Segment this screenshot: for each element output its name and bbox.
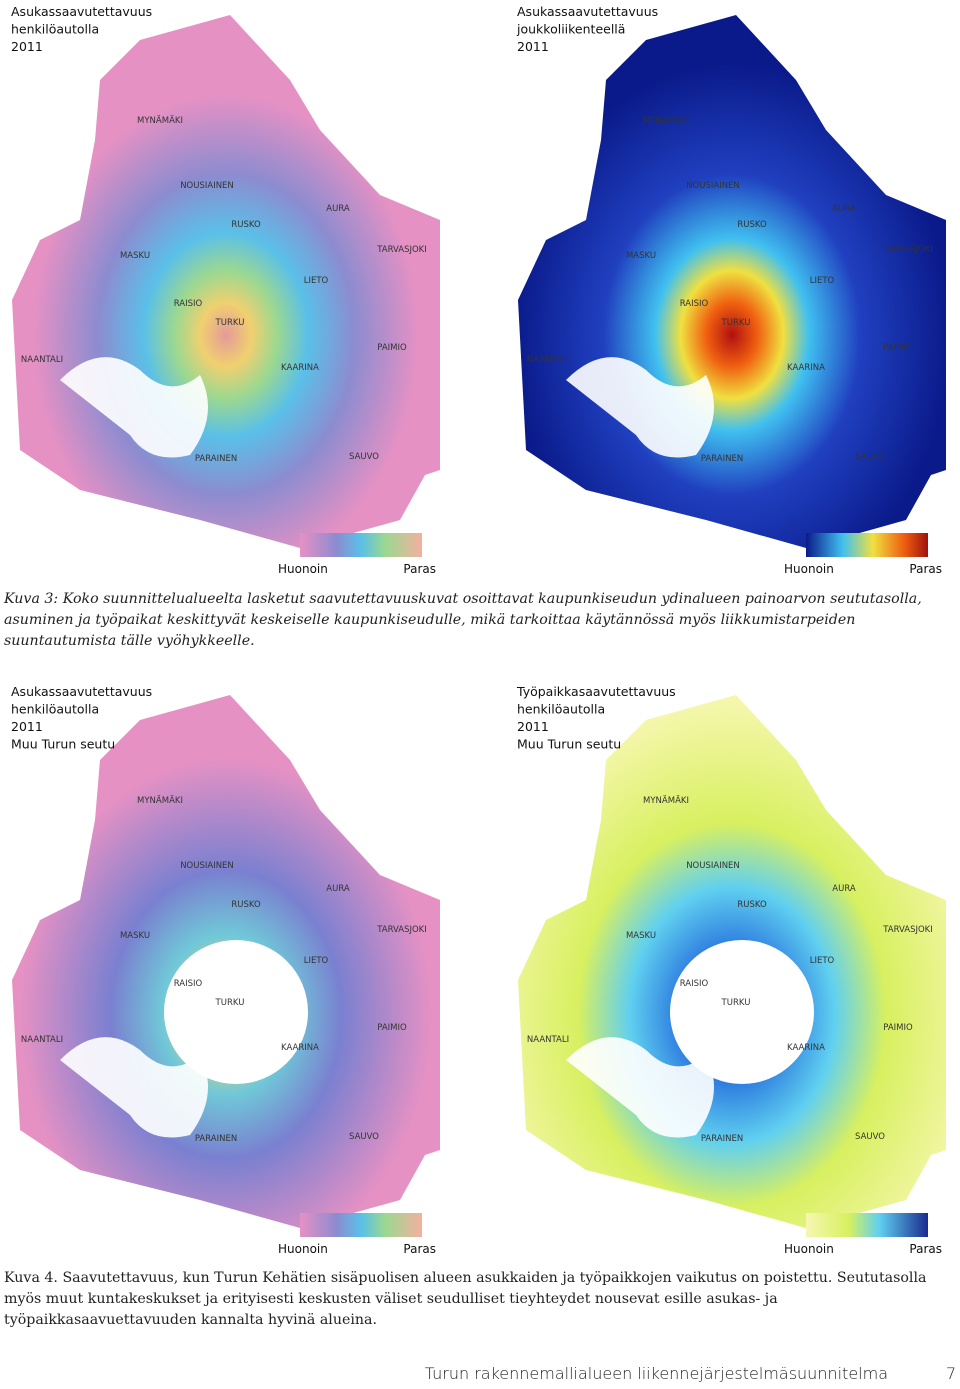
place-label: MASKU [120, 251, 150, 261]
excluded-area [670, 940, 814, 1084]
legend-high: Paras [909, 1242, 942, 1256]
place-label: PAIMIO [883, 343, 913, 353]
place-label: NAANTALI [21, 1035, 63, 1045]
place-label: PAIMIO [883, 1023, 913, 1033]
place-label: TURKU [215, 318, 245, 328]
map-title: 2011 [517, 719, 549, 734]
place-label: AURA [832, 204, 856, 214]
place-label: TURKU [721, 998, 751, 1008]
water [60, 1037, 208, 1138]
place-label: MYNÄMÄKI [643, 115, 689, 126]
place-label: TURKU [721, 318, 751, 328]
map-title: Muu Turun seutu [517, 737, 621, 752]
place-label: TURKU [215, 998, 245, 1008]
legend-bar [300, 533, 422, 557]
place-label: NAANTALI [527, 355, 569, 365]
legend-high: Paras [403, 562, 436, 576]
legend-bar [806, 533, 928, 557]
map-title: Asukassaavutettavuus [517, 4, 658, 19]
place-label: NAANTALI [21, 355, 63, 365]
map-area [518, 15, 946, 548]
place-label: MYNÄMÄKI [137, 795, 183, 806]
water [566, 357, 714, 458]
map-area [12, 15, 440, 548]
place-label: LIETO [304, 956, 329, 966]
legend-low: Huonoin [278, 1242, 328, 1256]
place-label: PARAINEN [701, 1134, 743, 1144]
place-label: AURA [326, 884, 350, 894]
page-number: 7 [945, 1364, 956, 1383]
caption: Kuva 3: Koko suunnittelualueelta lasketu… [4, 591, 922, 649]
legend-low: Huonoin [784, 562, 834, 576]
place-label: PAIMIO [377, 343, 407, 353]
place-label: RUSKO [231, 220, 261, 230]
place-label: NOUSIAINEN [686, 861, 740, 871]
caption: Kuva 4. Saavutettavuus, kun Turun Kehäti… [4, 1270, 927, 1328]
legend-high: Paras [909, 562, 942, 576]
map-title: henkilöautolla [517, 702, 605, 717]
water [60, 357, 208, 458]
map-title: Asukassaavutettavuus [11, 684, 152, 699]
place-label: TARVASJOKI [882, 245, 933, 255]
place-label: AURA [326, 204, 350, 214]
map-title: henkilöautolla [11, 702, 99, 717]
place-label: AURA [832, 884, 856, 894]
place-label: NOUSIAINEN [686, 181, 740, 191]
place-label: LIETO [304, 276, 329, 286]
place-label: TARVASJOKI [376, 925, 427, 935]
map-title: henkilöautolla [11, 22, 99, 37]
place-label: RAISIO [174, 979, 203, 989]
place-label: LIETO [810, 956, 835, 966]
place-label: TARVASJOKI [882, 925, 933, 935]
place-label: MYNÄMÄKI [137, 115, 183, 126]
legend-bar [300, 1213, 422, 1237]
place-label: PARAINEN [195, 1134, 237, 1144]
map-title: joukkoliikenteellä [516, 22, 625, 37]
place-label: MYNÄMÄKI [643, 795, 689, 806]
legend-high: Paras [403, 1242, 436, 1256]
place-label: RUSKO [737, 220, 767, 230]
place-label: KAARINA [281, 1043, 319, 1053]
place-label: TARVASJOKI [376, 245, 427, 255]
place-label: SAUVO [855, 452, 885, 462]
place-label: SAUVO [349, 1132, 379, 1142]
place-label: NAANTALI [527, 1035, 569, 1045]
place-label: NOUSIAINEN [180, 861, 234, 871]
map-title: 2011 [11, 39, 43, 54]
place-label: LIETO [810, 276, 835, 286]
legend-low: Huonoin [784, 1242, 834, 1256]
place-label: RUSKO [737, 900, 767, 910]
place-label: RAISIO [680, 299, 709, 309]
place-label: MASKU [120, 931, 150, 941]
place-label: NOUSIAINEN [180, 181, 234, 191]
place-label: KAARINA [281, 363, 319, 373]
place-label: MASKU [626, 931, 656, 941]
place-label: RAISIO [174, 299, 203, 309]
place-label: SAUVO [349, 452, 379, 462]
footer-title: Turun rakennemallialueen liikennejärjest… [424, 1364, 888, 1383]
map-title: Muu Turun seutu [11, 737, 115, 752]
place-label: SAUVO [855, 1132, 885, 1142]
legend-bar [806, 1213, 928, 1237]
map-title: Työpaikkasaavutettavuus [516, 684, 676, 699]
water [566, 1037, 714, 1138]
map-title: Asukassaavutettavuus [11, 4, 152, 19]
legend-low: Huonoin [278, 562, 328, 576]
map-title: 2011 [517, 39, 549, 54]
place-label: KAARINA [787, 363, 825, 373]
place-label: RAISIO [680, 979, 709, 989]
excluded-area [164, 940, 308, 1084]
place-label: MASKU [626, 251, 656, 261]
map-title: 2011 [11, 719, 43, 734]
place-label: PAIMIO [377, 1023, 407, 1033]
place-label: RUSKO [231, 900, 261, 910]
place-label: PARAINEN [195, 454, 237, 464]
place-label: KAARINA [787, 1043, 825, 1053]
place-label: PARAINEN [701, 454, 743, 464]
